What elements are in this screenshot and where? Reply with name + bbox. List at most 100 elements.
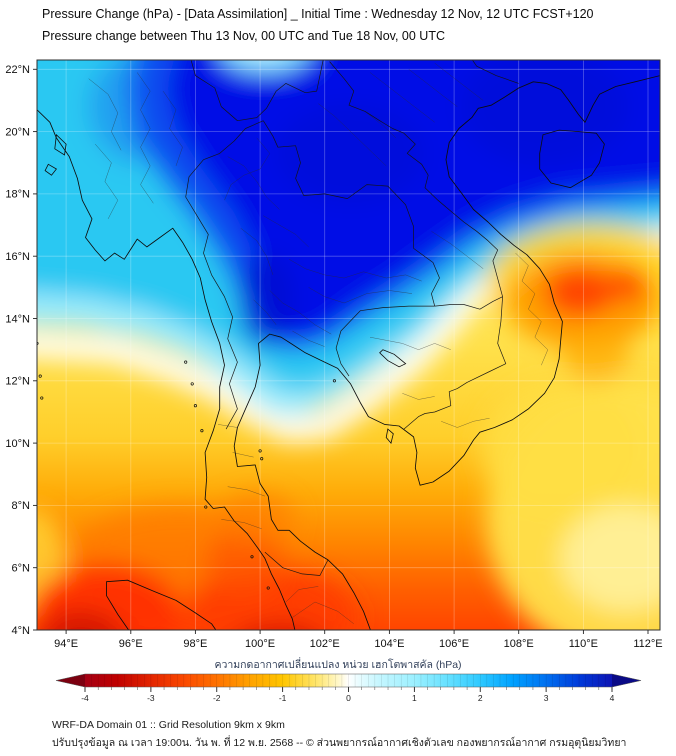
admin-boundary <box>308 287 413 304</box>
admin-boundary <box>227 486 265 497</box>
y-tick-label: 18°N <box>5 189 30 201</box>
island-or-lake-outline <box>44 163 58 176</box>
country-border <box>264 551 329 576</box>
field-layer <box>218 493 296 543</box>
country-border <box>329 61 503 297</box>
admin-boundary <box>289 259 422 282</box>
admin-boundary <box>402 393 435 400</box>
admin-boundary <box>318 103 387 167</box>
small-island <box>193 404 197 408</box>
colorbar-tick-label: -3 <box>147 693 155 703</box>
y-tick-label: 6°N <box>12 563 31 575</box>
admin-boundary <box>240 228 274 275</box>
colorbar-tick-label: 2 <box>478 693 483 703</box>
colorbar-tick-label: -4 <box>81 693 89 703</box>
colorbar-tick-label: 0 <box>346 693 351 703</box>
admin-boundary <box>88 78 122 151</box>
footer-domain-info: WRF-DA Domain 01 :: Grid Resolution 9km … <box>52 719 285 731</box>
field-layer <box>460 60 629 166</box>
y-tick-label: 20°N <box>5 126 30 138</box>
field-layer <box>223 60 307 73</box>
admin-boundary <box>263 215 309 248</box>
small-island <box>204 505 208 509</box>
map-clip-group <box>37 60 660 630</box>
colorbar-tick-label: 4 <box>610 693 615 703</box>
admin-boundary <box>369 72 435 123</box>
colorbar-left-arrow <box>56 674 85 687</box>
pressure-change-map: 22°N 20°N 18°N 16°N 14°N 12°N 10°N 8°N 6°N 4°N 94°… <box>5 59 663 650</box>
x-tick-label: 94°E <box>54 638 78 650</box>
small-island <box>40 396 44 400</box>
country-border <box>190 60 324 122</box>
small-island <box>184 360 188 364</box>
pressure-field <box>37 60 660 630</box>
x-tick-label: 106°E <box>439 638 469 650</box>
admin-boundary <box>292 330 325 347</box>
field-layer <box>479 380 642 518</box>
small-island <box>190 382 194 386</box>
admin-boundary <box>366 112 397 139</box>
field-layer <box>544 267 616 317</box>
x-tick-label: 102°E <box>310 638 340 650</box>
country-border <box>471 60 519 84</box>
small-island <box>266 586 270 590</box>
small-island <box>38 374 42 378</box>
admin-boundary <box>369 336 451 350</box>
map-frame <box>36 59 661 631</box>
admin-boundary <box>224 137 271 201</box>
admin-boundary <box>269 290 332 335</box>
admin-boundary <box>95 143 119 220</box>
country-border <box>335 305 435 377</box>
colorbar-outline <box>55 673 642 688</box>
map-plot-area: 22°N 20°N 18°N 16°N 14°N 12°N 10°N 8°N 6°N 4°N 94°… <box>5 59 663 650</box>
small-island <box>200 429 204 433</box>
x-tick-label: 104°E <box>374 638 404 650</box>
y-tick-label: 8°N <box>12 500 31 512</box>
coastline <box>233 75 660 630</box>
colorbar-tick-label: -2 <box>213 693 221 703</box>
admin-boundary <box>431 231 484 269</box>
admin-boundary <box>408 69 458 107</box>
island-or-lake-outline <box>385 428 394 444</box>
island-or-lake-outline <box>54 133 67 156</box>
colorbar-gradient <box>85 674 612 687</box>
field-layer <box>607 270 647 302</box>
small-island <box>250 555 254 559</box>
country-border <box>434 296 503 310</box>
y-tick-label: 10°N <box>5 438 30 450</box>
x-tick-label: 108°E <box>504 638 534 650</box>
small-island <box>258 449 262 453</box>
y-tick-label: 22°N <box>5 64 30 76</box>
admin-boundary <box>162 90 183 166</box>
chart-subtitle: Pressure change between Thu 13 Nov, 00 U… <box>42 29 445 43</box>
colorbar: -4 -3 -2 -1 0 1 2 3 4 <box>55 673 642 703</box>
admin-boundary <box>285 586 319 603</box>
field-layer <box>517 310 550 339</box>
admin-boundary <box>434 62 484 101</box>
admin-boundary <box>253 299 277 325</box>
field-layer <box>205 530 283 593</box>
admin-boundary <box>515 252 549 366</box>
admin-boundary <box>292 601 354 624</box>
small-island <box>260 457 264 461</box>
x-tick-label: 110°E <box>569 638 598 650</box>
island-or-lake-outline <box>539 129 605 189</box>
field-layer <box>42 611 122 630</box>
y-tick-label: 12°N <box>5 376 30 388</box>
colorbar-tick-label: -1 <box>279 693 287 703</box>
country-border <box>185 120 264 430</box>
admin-boundary <box>441 417 490 428</box>
y-tick-label: 4°N <box>12 625 31 637</box>
country-border <box>403 296 507 430</box>
field-layer <box>239 253 294 347</box>
admin-boundary <box>227 156 280 210</box>
x-tick-label: 96°E <box>119 638 143 650</box>
x-tick-label: 100°E <box>245 638 275 650</box>
colorbar-right-arrow <box>612 674 641 687</box>
colorbar-label: ความกดอากาศเปลี่ยนแปลง หน่วย เฮกโตพาสคัล… <box>214 659 462 671</box>
y-tick-label: 14°N <box>5 313 30 325</box>
island-or-lake-outline <box>379 349 407 368</box>
admin-boundary <box>137 72 154 204</box>
coastline <box>106 579 217 630</box>
